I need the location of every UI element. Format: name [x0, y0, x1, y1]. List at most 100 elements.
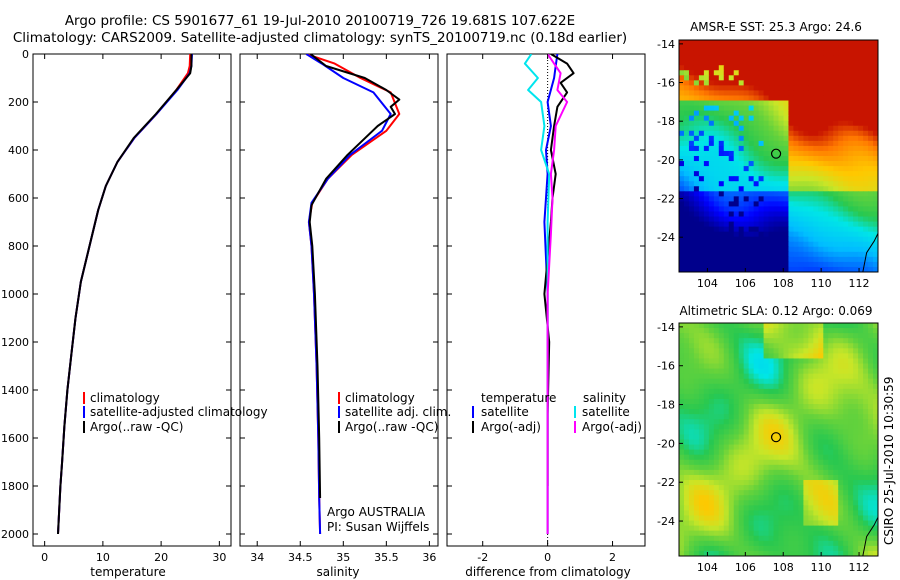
map-cell — [693, 404, 700, 410]
map-cell — [748, 500, 755, 506]
map-cell — [853, 105, 859, 112]
map-cell — [748, 75, 755, 81]
map-cell — [843, 226, 849, 233]
map-cell — [808, 166, 814, 172]
map-cell — [693, 434, 700, 441]
map-cell — [708, 45, 715, 51]
map-cell — [833, 550, 839, 556]
map-cell — [833, 398, 839, 405]
map-cell — [683, 261, 690, 268]
map-cell — [683, 378, 690, 385]
map-cell — [873, 211, 878, 218]
map-cell — [813, 110, 819, 117]
map-cell — [768, 166, 775, 172]
map-cell — [748, 55, 755, 61]
map-cell — [713, 176, 720, 182]
map-cell — [833, 393, 839, 400]
map-cell — [868, 150, 874, 157]
map-cell — [683, 125, 690, 132]
map-cell — [833, 191, 839, 197]
map-cell — [808, 105, 814, 112]
map-cell — [683, 419, 690, 425]
map-cell — [828, 363, 834, 370]
map-cell — [868, 226, 874, 233]
map-cell — [768, 156, 775, 162]
map-cell — [718, 40, 725, 46]
map-cell — [803, 404, 809, 410]
map-cell — [723, 353, 730, 360]
map-cell — [768, 135, 775, 142]
map-cell — [823, 480, 829, 486]
map-cell — [853, 246, 859, 253]
map-cell — [723, 166, 730, 172]
x-tick-label: 2 — [609, 551, 616, 564]
map-cell — [853, 196, 859, 202]
map-cell — [813, 135, 819, 142]
map-cell — [768, 70, 775, 76]
map-cell — [718, 120, 725, 127]
map-cell — [838, 515, 844, 522]
map-cell — [873, 454, 878, 461]
map-cell — [843, 388, 849, 395]
map-cell — [713, 525, 720, 532]
map-cell — [773, 363, 780, 370]
map-cell — [853, 95, 859, 102]
map-cell — [863, 373, 869, 380]
depth-tick-label: 1800 — [1, 480, 29, 493]
map-cell — [803, 266, 809, 272]
map-cell — [803, 398, 809, 405]
map-cell — [703, 196, 710, 202]
map-cell — [858, 333, 864, 339]
map-cell — [718, 156, 725, 162]
map-cell — [863, 545, 869, 552]
map-cell — [753, 216, 760, 223]
map-cell — [718, 256, 725, 263]
map-cell — [833, 333, 839, 339]
map-cell — [873, 90, 878, 97]
map-cell — [768, 221, 775, 228]
map-cell — [703, 90, 710, 97]
map-cell — [833, 434, 839, 441]
map-cell — [808, 434, 814, 441]
map-cell — [808, 216, 814, 223]
map-cell — [858, 176, 864, 182]
map-cell — [788, 95, 795, 102]
map-cell — [813, 368, 819, 375]
map-cell — [833, 474, 839, 481]
map-cell — [778, 226, 785, 233]
map-cell — [848, 95, 854, 102]
map-cell — [868, 145, 874, 152]
map-cell — [783, 40, 790, 46]
map-cell — [828, 216, 834, 223]
map-cell — [683, 75, 690, 81]
map-cell — [698, 181, 705, 187]
map-cell — [763, 150, 770, 157]
map-cell — [813, 236, 819, 243]
map-cell — [828, 545, 834, 552]
map-cell — [833, 105, 839, 112]
map-cell — [838, 266, 844, 272]
map-cell — [728, 55, 735, 61]
map-cell — [793, 65, 799, 71]
map-cell — [763, 485, 770, 491]
map-cell — [818, 65, 824, 71]
map-cell — [853, 201, 859, 208]
map-cell — [813, 216, 819, 223]
map-cell — [823, 140, 829, 147]
map-cell — [793, 454, 799, 461]
map-cell — [868, 404, 874, 410]
map-cell — [753, 80, 760, 86]
map-cell — [828, 201, 834, 208]
map-cell — [718, 378, 725, 385]
map-cell — [683, 500, 690, 506]
map-cell — [838, 419, 844, 425]
map-cell — [858, 60, 864, 66]
map-cell — [858, 490, 864, 496]
map-cell — [708, 110, 715, 117]
map-cell — [753, 505, 760, 512]
map-cell — [743, 60, 750, 66]
map-cell — [723, 145, 730, 152]
map-cell — [868, 368, 874, 375]
map-cell — [758, 60, 765, 66]
map-cell — [698, 261, 705, 268]
